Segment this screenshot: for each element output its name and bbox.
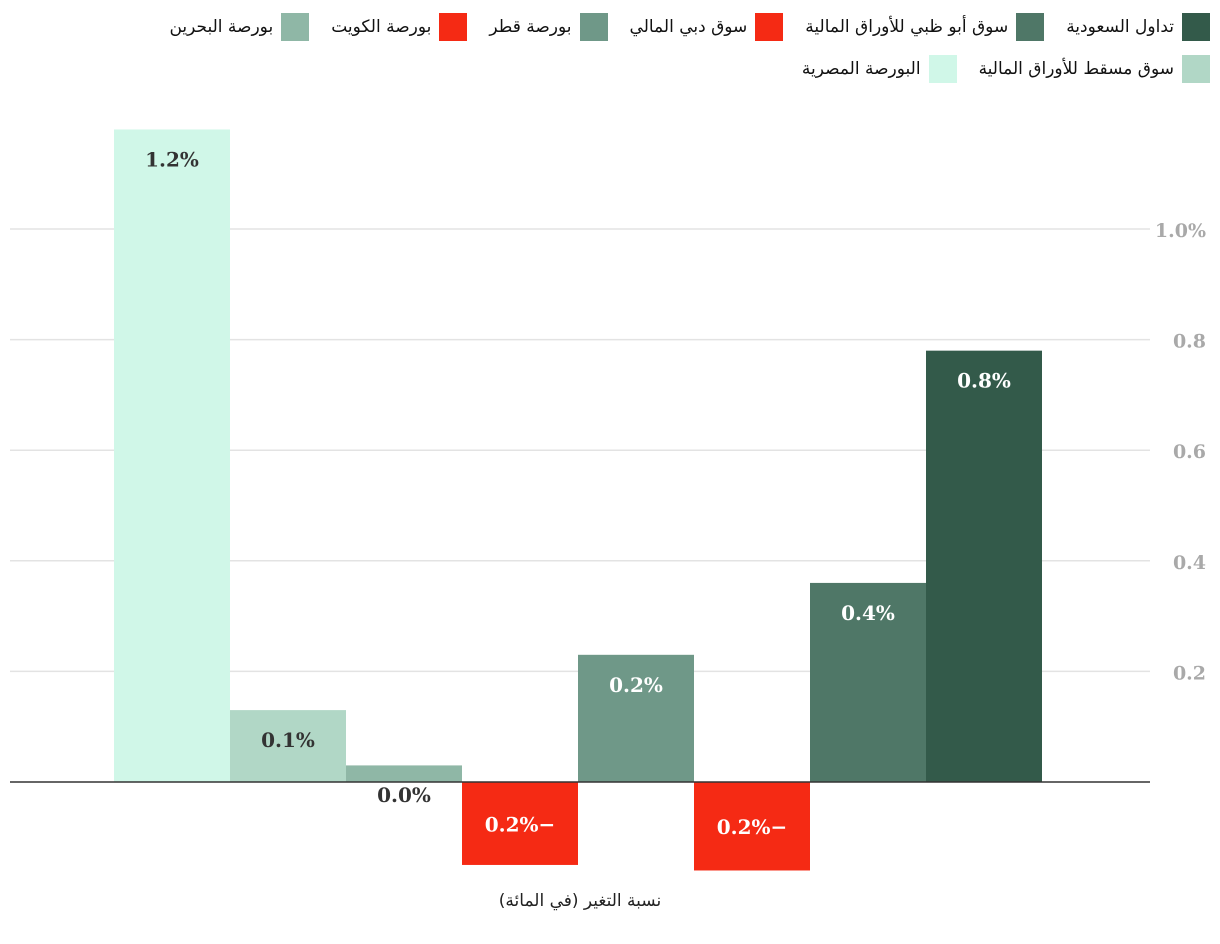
legend-swatch: [281, 13, 310, 41]
legend-item: بورصة قطر: [489, 12, 608, 42]
legend-item: سوق أبو ظبي للأوراق المالية: [805, 12, 1045, 42]
bars: [114, 129, 1042, 871]
legend-label: بورصة قطر: [489, 17, 572, 37]
y-tick-label: 0.4: [1173, 552, 1206, 574]
legend-label: سوق دبي المالي: [629, 17, 748, 37]
bar-value-label: 0.1%: [261, 728, 315, 752]
bar: [810, 582, 926, 782]
bar: [462, 782, 578, 865]
legend-swatch: [1182, 55, 1210, 83]
legend-item: البورصة المصرية: [802, 54, 957, 84]
legend-swatch: [439, 13, 468, 41]
bar: [578, 654, 694, 782]
bar-value-label: 0.4%: [841, 601, 895, 625]
bar: [694, 782, 810, 871]
legend-label: تداول السعودية: [1066, 17, 1174, 37]
legend-label: بورصة البحرين: [169, 17, 274, 37]
y-tick-label: 0.2: [1173, 662, 1206, 684]
legend-item: بورصة الكويت: [331, 12, 468, 42]
bar: [114, 129, 230, 782]
bar-value-label: 1.2%: [145, 147, 199, 171]
bar: [346, 765, 462, 782]
legend-item: بورصة البحرين: [169, 12, 310, 42]
y-tick-label: 1.0%: [1155, 220, 1206, 242]
legend-item: سوق دبي المالي: [630, 12, 784, 42]
bar-value-label: 0.2%−: [485, 812, 556, 836]
bar: [230, 710, 346, 782]
legend-swatch: [1182, 13, 1210, 41]
data-labels: 0.8% 0.4% 0.2%− 0.2% 0.2%− 0.0% 0.1% 1.2%: [145, 147, 1011, 839]
legend-label: بورصة الكويت: [331, 17, 432, 37]
legend-swatch: [755, 13, 784, 41]
legend-label: سوق أبو ظبي للأوراق المالية: [805, 17, 1009, 37]
bar-value-label: 0.2%: [609, 673, 663, 697]
legend-swatch: [1016, 13, 1045, 41]
legend-item: تداول السعودية: [1066, 12, 1210, 42]
legend-item: سوق مسقط للأوراق المالية: [979, 54, 1210, 84]
x-axis-label: نسبة التغير (في المائة): [499, 891, 661, 911]
y-tick-label: 0.8: [1173, 331, 1206, 353]
bar-value-label: 0.2%−: [717, 815, 788, 839]
legend-swatch: [928, 55, 957, 83]
bar-value-label: 0.0%: [377, 783, 431, 807]
bar: [926, 350, 1042, 782]
legend-label: سوق مسقط للأوراق المالية: [978, 59, 1174, 79]
y-tick-label: 0.6: [1173, 441, 1206, 463]
bar-value-label: 0.8%: [957, 369, 1011, 393]
legend-label: البورصة المصرية: [801, 59, 921, 79]
legend: تداول السعودية سوق أبو ظبي للأوراق المالي…: [10, 12, 1210, 84]
legend-swatch: [579, 13, 608, 41]
